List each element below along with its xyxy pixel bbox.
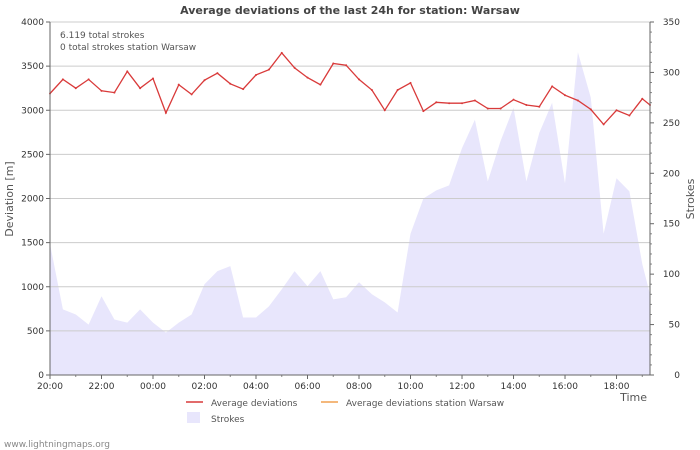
strokes-area-layer <box>50 52 650 376</box>
x-axis-label: Time <box>619 391 647 404</box>
x-tick-label: 12:00 <box>449 382 475 392</box>
x-tick-label: 10:00 <box>398 382 424 392</box>
x-tick-label: 22:00 <box>89 382 115 392</box>
y-tick-label: 1500 <box>21 239 44 249</box>
deviation-point <box>641 97 644 100</box>
deviation-point <box>589 108 592 111</box>
deviation-point <box>229 82 232 85</box>
watermark: www.lightningmaps.org <box>4 440 110 450</box>
grid-layer <box>50 21 650 332</box>
strokes-area <box>50 52 650 376</box>
deviation-point <box>113 91 116 94</box>
x-tick-label: 08:00 <box>346 382 372 392</box>
deviation-point <box>293 66 296 69</box>
deviation-point <box>164 111 167 114</box>
deviation-point <box>564 94 567 97</box>
deviation-point <box>126 70 129 73</box>
y2-tick-label: 250 <box>663 119 680 129</box>
deviation-point <box>448 102 451 105</box>
legend-deviations-label: Average deviations <box>211 399 298 409</box>
deviation-point <box>216 72 219 75</box>
deviation-point <box>499 107 502 110</box>
deviation-point <box>332 62 335 65</box>
x-tick-label: 18:00 <box>604 382 630 392</box>
chart-title: Average deviations of the last 24h for s… <box>180 4 520 17</box>
deviation-line-layer <box>49 51 651 126</box>
y2-axis-label: Strokes <box>684 178 697 219</box>
deviation-point <box>345 64 348 67</box>
x-tick-label: 00:00 <box>140 382 166 392</box>
deviation-point <box>358 78 361 81</box>
deviation-point <box>486 107 489 110</box>
deviation-point <box>615 109 618 112</box>
deviation-point <box>473 99 476 102</box>
y-axis-label: Deviation [m] <box>3 161 16 236</box>
x-tick-label: 04:00 <box>243 382 269 392</box>
y2-tick-label: 50 <box>669 321 681 331</box>
legend: Average deviations Average deviations st… <box>186 399 504 425</box>
y-tick-label: 3000 <box>21 106 44 116</box>
legend-station-label: Average deviations station Warsaw <box>346 399 504 409</box>
deviation-point <box>100 89 103 92</box>
y2-tick-label: 100 <box>663 270 680 280</box>
y2-tick-label: 0 <box>674 371 680 381</box>
deviation-point <box>435 101 438 104</box>
y-tick-label: 500 <box>27 327 44 337</box>
deviation-point <box>267 68 270 71</box>
deviation-point <box>177 83 180 86</box>
deviation-point <box>139 87 142 90</box>
y-tick-label: 4000 <box>21 18 44 28</box>
deviation-point <box>74 87 77 90</box>
deviation-point <box>255 73 258 76</box>
x-tick-label: 02:00 <box>192 382 218 392</box>
deviation-point <box>370 88 373 91</box>
y-tick-label: 2000 <box>21 195 44 205</box>
deviation-point <box>152 77 155 80</box>
deviation-point <box>461 102 464 105</box>
deviation-point <box>628 114 631 117</box>
deviation-point <box>551 85 554 88</box>
deviation-point <box>61 78 64 81</box>
deviation-point <box>306 76 309 79</box>
y2-tick-label: 300 <box>663 68 680 78</box>
deviation-point <box>319 83 322 86</box>
deviations-line <box>49 51 651 126</box>
deviation-point <box>409 81 412 84</box>
annotation-station-strokes: 0 total strokes station Warsaw <box>60 43 196 53</box>
x-tick-label: 14:00 <box>501 382 527 392</box>
deviation-point <box>512 98 515 101</box>
y-tick-label: 1000 <box>21 283 44 293</box>
deviation-point <box>396 88 399 91</box>
deviation-point <box>576 99 579 102</box>
x-tick-label: 06:00 <box>295 382 321 392</box>
deviation-point <box>383 109 386 112</box>
y2-tick-label: 200 <box>663 169 680 179</box>
deviation-point <box>190 93 193 96</box>
y2-tick-label: 350 <box>663 18 680 28</box>
x-tick-label: 20:00 <box>37 382 63 392</box>
deviation-point <box>525 103 528 106</box>
annotation-total-strokes: 6.119 total strokes <box>60 31 145 41</box>
y-tick-label: 0 <box>38 371 44 381</box>
legend-strokes-swatch <box>187 412 200 423</box>
axis-layer: 0 500 1000 1500 2000 2500 3000 3500 4000 0 50 100 15… <box>21 18 680 392</box>
deviation-point <box>602 123 605 126</box>
deviation-point <box>280 51 283 54</box>
deviation-point <box>242 88 245 91</box>
deviation-point <box>203 79 206 82</box>
x-tick-label: 16:00 <box>552 382 578 392</box>
deviation-point <box>87 78 90 81</box>
legend-strokes-label: Strokes <box>211 415 245 425</box>
y-tick-label: 3500 <box>21 62 44 72</box>
deviation-point <box>422 110 425 113</box>
y2-tick-label: 150 <box>663 220 680 230</box>
deviation-point <box>538 105 541 108</box>
y-tick-label: 2500 <box>21 150 44 160</box>
